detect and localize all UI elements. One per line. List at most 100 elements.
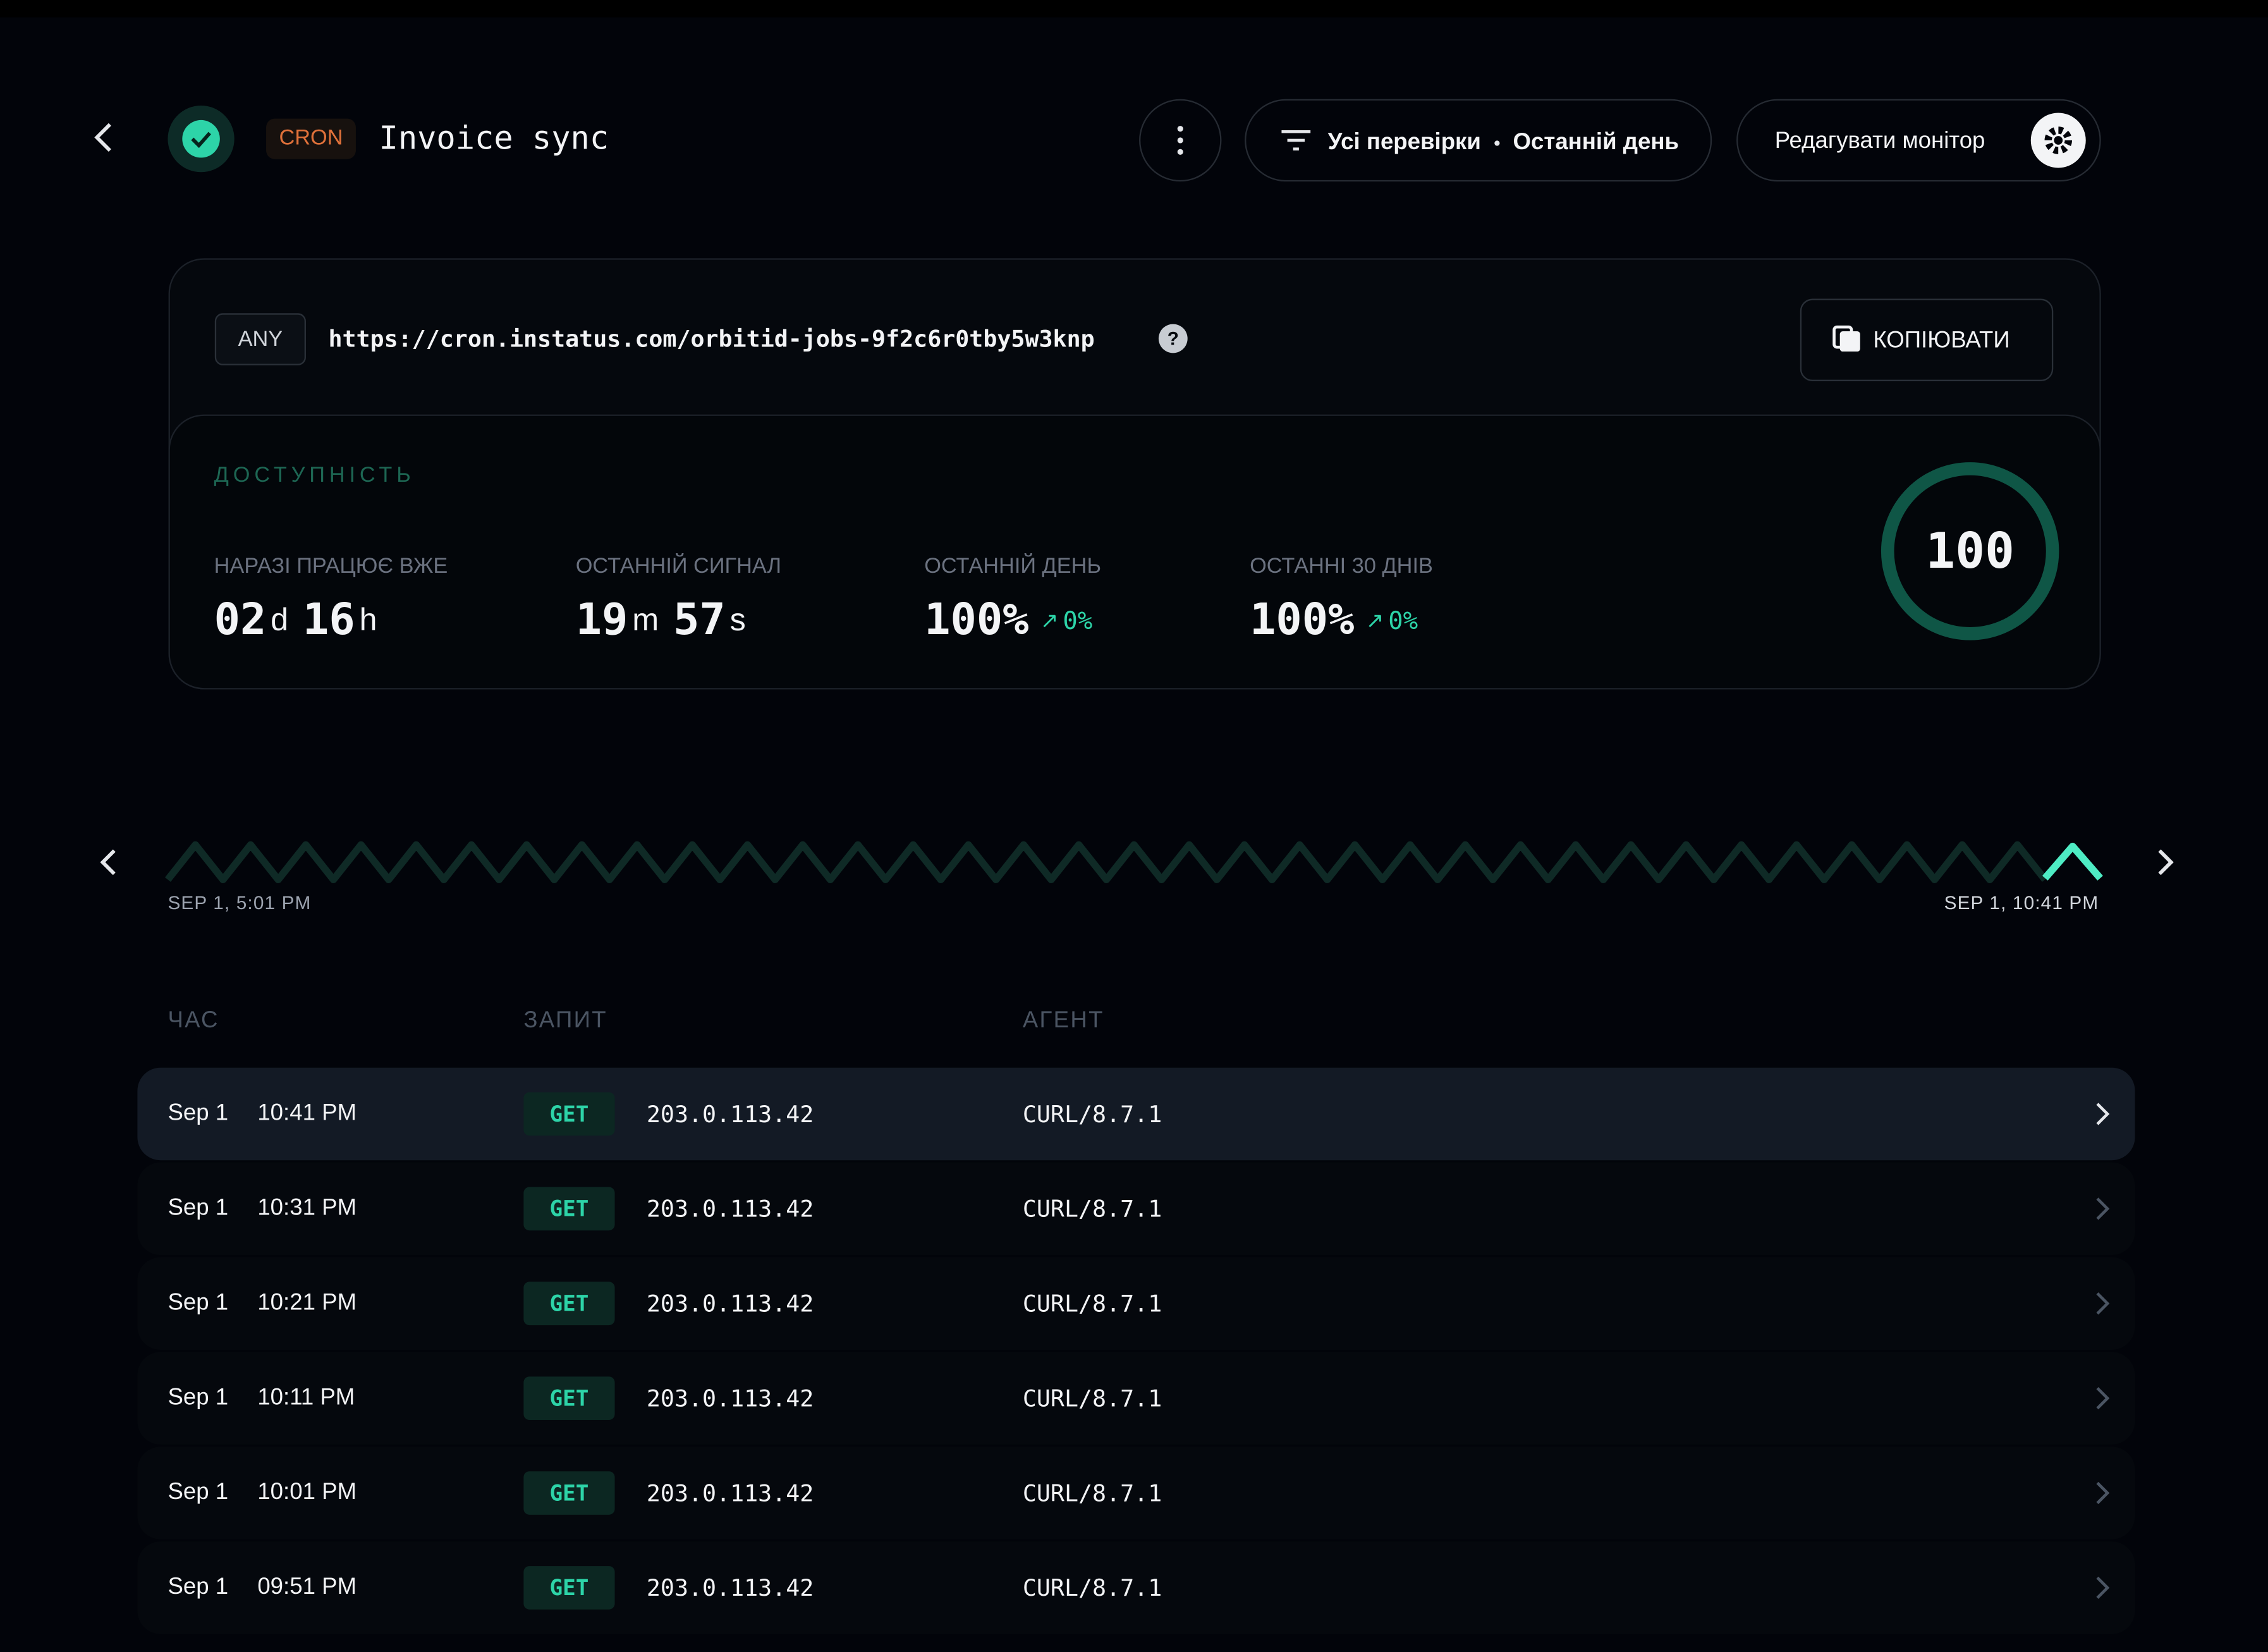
row-chevron [2096, 1197, 2110, 1220]
availability-card [168, 414, 2101, 690]
status-dot [182, 119, 220, 158]
row-ip: 203.0.113.42 [647, 1574, 814, 1601]
stat-value: 02 d 16 h [214, 594, 377, 645]
copy-label: КОПІЮВАТИ [1873, 327, 2009, 353]
stat-change: 0% [1063, 606, 1092, 635]
title: Invoice sync [379, 119, 609, 156]
row-date: Sep 1 [168, 1099, 228, 1125]
stat-number: 19 [576, 594, 628, 645]
method: ANY [238, 327, 283, 351]
row-method: GET [549, 1386, 588, 1411]
filter-checks: Усі перевірки [1328, 128, 1481, 154]
column-header: ЗАПИТ [523, 1006, 607, 1032]
row-ip: 203.0.113.42 [647, 1101, 814, 1128]
timeline-next[interactable] [2158, 849, 2174, 876]
back-button[interactable] [94, 123, 111, 152]
stat-value: 100% ↗ 0% [924, 594, 1092, 645]
score-ring [1881, 462, 2059, 640]
row-agent: CURL/8.7.1 [1023, 1574, 1162, 1601]
column-header: АГЕНТ [1023, 1006, 1104, 1032]
stat-label: НАРАЗІ ПРАЦЮЄ ВЖЕ [214, 554, 448, 578]
trend-arrow: ↗ [1366, 609, 1384, 633]
stat-number: 100% [924, 594, 1028, 645]
row-chevron [2096, 1292, 2110, 1315]
row-method: GET [549, 1197, 588, 1222]
row-date: Sep 1 [168, 1383, 228, 1409]
method-badge [523, 1282, 615, 1326]
zigzag [164, 841, 2048, 884]
row-time: 10:11 PM [257, 1383, 355, 1409]
row-ip: 203.0.113.42 [647, 1290, 814, 1318]
stats: НАРАЗІ ПРАЦЮЄ ВЖЕ 02 d 16 h ОСТАННІЙ СИГНАЛ 19… [214, 553, 1433, 645]
url: https://cron.instatus.com/orbitid-jobs-9… [328, 325, 1094, 352]
timeline-prev[interactable] [100, 849, 116, 876]
method-badge [523, 1471, 615, 1515]
row-method: GET [549, 1292, 588, 1317]
row-date: Sep 1 [168, 1573, 228, 1599]
table-row[interactable] [137, 1162, 2135, 1256]
edit-label: Редагувати монітор [1775, 127, 1985, 153]
row-agent: CURL/8.7.1 [1023, 1385, 1162, 1412]
filter-button[interactable] [1245, 99, 1712, 182]
method-badge [523, 1566, 615, 1610]
stat-unit: d [271, 601, 288, 637]
filter-period: Останній день [1513, 128, 1679, 154]
column-header: ЧАС [168, 1006, 219, 1032]
edit-button[interactable] [1736, 99, 2101, 182]
timeline [164, 841, 2103, 884]
dot [1177, 149, 1183, 155]
row-time: 10:31 PM [257, 1194, 357, 1220]
timeline-start: SEP 1, 5:01 PM [168, 893, 311, 914]
score: 100 [1925, 523, 2015, 580]
row-chevron [2096, 1481, 2110, 1505]
copy-button[interactable] [1800, 298, 2054, 381]
tag: CRON [279, 126, 343, 150]
stat-value: 19 m 57 s [576, 594, 746, 645]
stat-number: 16 [303, 594, 355, 645]
availability-title: ДОСТУПНІСТЬ [214, 463, 415, 487]
help-icon[interactable] [1158, 324, 1188, 353]
stat-number: 100% [1250, 594, 1354, 645]
stat-label: ОСТАННІЙ ДЕНЬ [924, 553, 1101, 578]
row-ip: 203.0.113.42 [647, 1196, 814, 1223]
row-time: 10:21 PM [257, 1288, 357, 1314]
trend-arrow: ↗ [1040, 609, 1059, 633]
row-date: Sep 1 [168, 1288, 228, 1314]
stat-number: 57 [673, 594, 726, 645]
timeline-end: SEP 1, 10:41 PM [1944, 893, 2099, 914]
stat-unit: s [730, 601, 746, 637]
row-date: Sep 1 [168, 1194, 228, 1220]
stat-value: 100% ↗ 0% [1250, 594, 1418, 645]
table: ЧАС ЗАПИТ АГЕНТ Sep 1 10:41 PM GET 203.0.113.4… [137, 1006, 2135, 1634]
table-row[interactable] [137, 1541, 2135, 1634]
row-ip: 203.0.113.42 [647, 1479, 814, 1507]
table-row[interactable] [137, 1352, 2135, 1445]
row-time: 10:41 PM [257, 1099, 357, 1125]
stat-number: 02 [214, 594, 267, 645]
row-agent: CURL/8.7.1 [1023, 1196, 1162, 1223]
row-date: Sep 1 [168, 1478, 228, 1504]
table-row[interactable] [137, 1257, 2135, 1350]
row-agent: CURL/8.7.1 [1023, 1101, 1162, 1128]
row-chevron [2096, 1387, 2110, 1410]
dot [1177, 126, 1183, 132]
method-badge [523, 1187, 615, 1231]
row-ip: 203.0.113.42 [647, 1385, 814, 1412]
zigzag-current [2042, 842, 2103, 881]
row-agent: CURL/8.7.1 [1023, 1290, 1162, 1318]
filter-icon [1281, 130, 1311, 150]
method-badge [523, 1376, 615, 1420]
stat-change: 0% [1388, 606, 1418, 635]
dot [1177, 137, 1183, 144]
method-box [214, 313, 306, 365]
more-button[interactable] [1139, 99, 1222, 182]
table-row[interactable] [137, 1447, 2135, 1539]
table-row[interactable] [137, 1067, 2135, 1161]
row-method: GET [549, 1481, 588, 1506]
row-method: GET [549, 1576, 588, 1601]
separator [1494, 140, 1500, 146]
help-mark: ? [1168, 329, 1179, 350]
method-badge [523, 1092, 615, 1136]
